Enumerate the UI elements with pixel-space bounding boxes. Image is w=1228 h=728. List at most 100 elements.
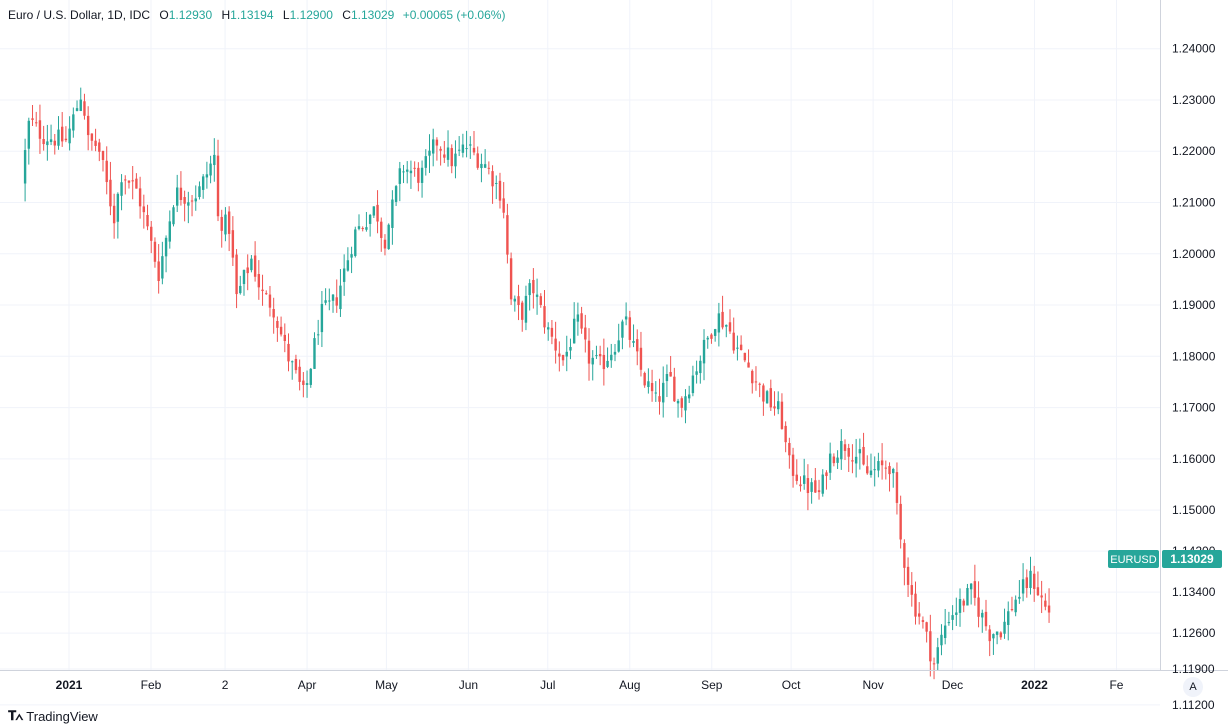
candle: [892, 467, 895, 488]
candle: [216, 139, 220, 222]
candle: [68, 116, 71, 151]
candle: [131, 165, 134, 200]
candle: [762, 383, 765, 416]
candle: [1021, 563, 1025, 602]
candle: [257, 260, 261, 300]
candle: [246, 254, 249, 291]
x-tick-label: Oct: [782, 678, 801, 692]
candle: [287, 333, 290, 372]
candle: [610, 343, 613, 368]
candle: [895, 462, 899, 515]
candle: [802, 458, 806, 490]
candle: [687, 385, 691, 403]
candle: [150, 221, 153, 254]
candle: [765, 389, 769, 404]
candle: [457, 136, 461, 157]
candle: [109, 161, 112, 216]
candle: [747, 349, 750, 368]
candle: [250, 255, 253, 273]
candles: [23, 87, 1051, 680]
candle: [342, 254, 346, 296]
candle: [194, 185, 197, 211]
candle: [710, 333, 713, 344]
candle: [713, 328, 717, 342]
candle: [98, 138, 101, 162]
candle: [821, 469, 824, 497]
candle: [569, 338, 572, 360]
candle: [487, 161, 491, 175]
candle: [943, 608, 947, 645]
candle: [357, 214, 361, 231]
candle: [780, 393, 784, 430]
candle: [858, 438, 862, 470]
candle: [650, 369, 654, 402]
candle: [350, 246, 353, 274]
candle: [1033, 565, 1036, 602]
candle: [984, 599, 988, 631]
candle: [725, 324, 728, 338]
x-tick-label: Jun: [459, 678, 478, 692]
candle: [628, 310, 632, 348]
candle: [265, 290, 268, 295]
candle: [294, 354, 298, 374]
candle: [673, 367, 676, 402]
price-axis[interactable]: 1.24000 1.23000 1.22000 1.21000 1.20000 1.190…: [1172, 42, 1216, 712]
candle: [925, 621, 928, 643]
candle: [124, 175, 127, 195]
candle: [877, 452, 880, 478]
price-tag-value: 1.13029: [1170, 552, 1214, 566]
candle: [777, 391, 780, 415]
candle: [884, 460, 888, 480]
candle: [253, 241, 257, 282]
candle: [988, 625, 991, 657]
candle: [739, 335, 743, 351]
candle: [417, 162, 420, 192]
candle: [391, 190, 394, 245]
candle: [795, 459, 798, 485]
candle: [906, 557, 910, 597]
candle: [302, 372, 305, 398]
candle: [509, 252, 513, 305]
candle: [732, 317, 735, 354]
candle: [873, 456, 876, 487]
candle: [383, 234, 387, 256]
candle: [190, 195, 194, 217]
candle: [402, 164, 405, 184]
candle: [116, 192, 120, 239]
candle: [580, 306, 583, 334]
candle: [617, 323, 620, 353]
candle: [368, 213, 372, 237]
candle: [717, 302, 721, 347]
candle: [420, 160, 424, 198]
candle: [736, 335, 739, 361]
y-tick-label: 1.21000: [1172, 196, 1216, 210]
candle: [346, 247, 350, 272]
candle: [869, 453, 873, 478]
candle: [595, 345, 598, 359]
candle: [888, 462, 891, 492]
candle: [758, 382, 761, 398]
candle: [1040, 580, 1043, 614]
tradingview-logo-icon: 𝐓∧: [8, 708, 23, 723]
candle: [669, 355, 672, 377]
y-tick-label: 1.12600: [1172, 626, 1216, 640]
candle: [146, 204, 149, 231]
x-tick-label: Dec: [942, 678, 963, 692]
candle: [431, 128, 435, 167]
candle: [60, 112, 64, 147]
candle: [94, 128, 97, 152]
candle: [387, 223, 390, 250]
candle: [862, 432, 865, 466]
candle: [354, 226, 357, 258]
candle: [235, 249, 238, 309]
candle: [969, 583, 973, 605]
candle: [42, 125, 45, 151]
auto-scale-button[interactable]: A: [1183, 677, 1203, 697]
time-axis[interactable]: 2021 Feb 2 Apr May Jun Jul Aug Sep Oct Nov Dec 2022 F…: [56, 678, 1124, 692]
candle: [498, 172, 502, 209]
candle: [176, 174, 179, 213]
candle: [198, 181, 201, 200]
y-tick-label: 1.20000: [1172, 247, 1216, 261]
change-value: +0.00065 (+0.06%): [402, 8, 506, 22]
